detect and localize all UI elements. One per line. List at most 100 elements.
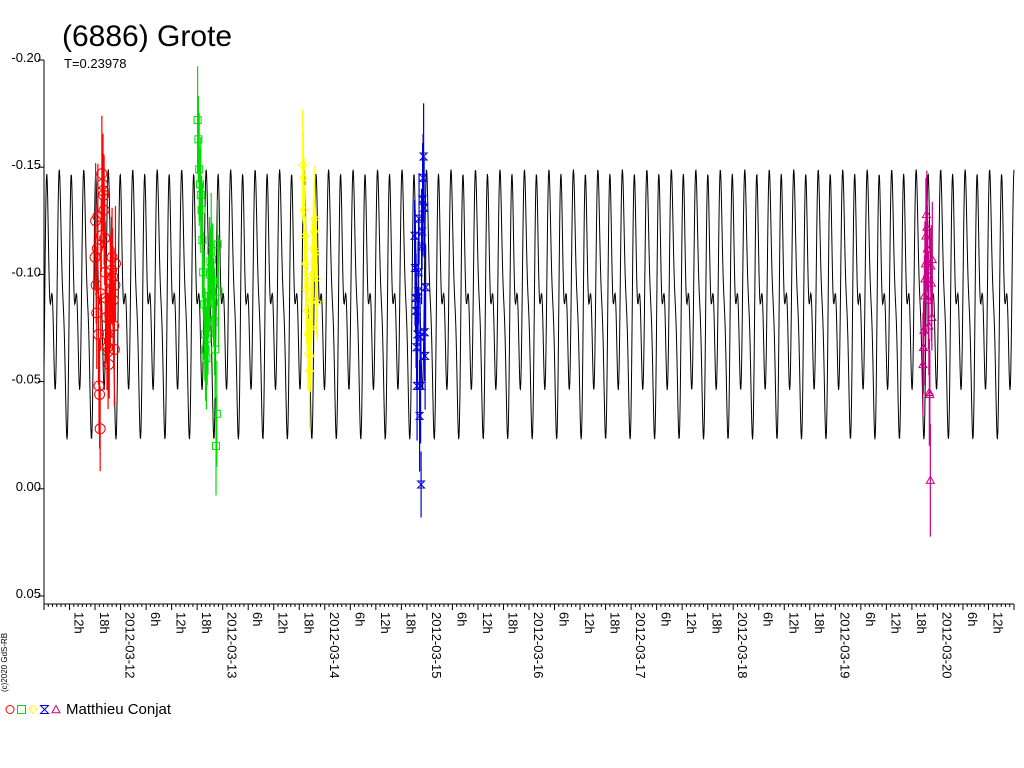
data-point bbox=[311, 273, 322, 284]
data-point bbox=[208, 276, 217, 285]
legend-marker-hourglass bbox=[39, 705, 50, 714]
x-tick-label: 2012-03-14 bbox=[327, 612, 342, 679]
data-point bbox=[306, 323, 316, 333]
x-tick-label: 2012-03-16 bbox=[531, 612, 546, 679]
data-point bbox=[419, 203, 429, 212]
data-point bbox=[108, 343, 120, 355]
x-tick-label: 12h bbox=[378, 612, 393, 634]
series-hourglass bbox=[409, 103, 431, 518]
y-axis: -0.20 -0.15 -0.10 -0.05 0.00 0.05 bbox=[11, 50, 45, 604]
data-point bbox=[194, 135, 203, 144]
data-point bbox=[417, 227, 427, 236]
x-tick-label: 6h bbox=[557, 612, 572, 626]
x-tick-label: 12h bbox=[786, 612, 801, 634]
data-point bbox=[925, 389, 935, 399]
x-tick-label: 18h bbox=[608, 612, 623, 634]
x-tick-label: 6h bbox=[761, 612, 776, 626]
x-tick-label: 18h bbox=[301, 612, 316, 634]
x-tick-label: 2012-03-15 bbox=[429, 612, 444, 679]
x-tick-label: 12h bbox=[888, 612, 903, 634]
data-point bbox=[199, 268, 208, 277]
x-tick-label: 12h bbox=[990, 612, 1005, 634]
data-point bbox=[301, 284, 312, 295]
data-point bbox=[927, 254, 938, 264]
legend-marker-triangle bbox=[51, 704, 61, 714]
data-point bbox=[310, 248, 321, 258]
data-point bbox=[413, 287, 423, 296]
data-point bbox=[213, 240, 222, 249]
data-point bbox=[208, 255, 217, 264]
data-point bbox=[197, 206, 206, 215]
x-tick-label: 12h bbox=[684, 612, 699, 634]
data-point bbox=[414, 214, 424, 223]
data-point bbox=[195, 165, 204, 174]
model-curve-line bbox=[43, 168, 1015, 441]
data-point bbox=[212, 409, 221, 418]
x-tick-label: 12h bbox=[72, 612, 87, 634]
data-point bbox=[201, 345, 210, 354]
data-point bbox=[109, 258, 121, 270]
data-point bbox=[416, 480, 426, 489]
data-point bbox=[299, 205, 309, 215]
data-point bbox=[312, 297, 322, 307]
x-tick-label: 6h bbox=[454, 612, 469, 626]
x-tick-label: 6h bbox=[863, 612, 878, 626]
legend-markers bbox=[5, 704, 61, 715]
x-tick-label: 18h bbox=[97, 612, 112, 634]
data-point bbox=[195, 180, 204, 189]
legend-marker-square bbox=[17, 705, 26, 714]
data-point bbox=[305, 351, 315, 361]
data-point bbox=[211, 345, 220, 354]
data-point bbox=[300, 231, 310, 241]
data-point bbox=[298, 173, 309, 183]
series-triangle bbox=[918, 170, 938, 537]
data-point bbox=[196, 191, 205, 200]
data-points bbox=[89, 66, 938, 537]
data-point bbox=[925, 475, 936, 484]
data-point bbox=[198, 236, 207, 245]
series-square bbox=[193, 66, 223, 496]
data-point bbox=[415, 381, 426, 390]
data-point bbox=[310, 213, 320, 224]
data-point bbox=[418, 152, 429, 161]
data-point bbox=[307, 295, 317, 305]
x-tick-label: 18h bbox=[812, 612, 827, 634]
data-point bbox=[94, 423, 106, 435]
data-point bbox=[304, 366, 315, 376]
x-tick-label: 6h bbox=[148, 612, 163, 626]
x-tick-label: 2012-03-17 bbox=[633, 612, 648, 679]
data-point bbox=[301, 258, 311, 269]
copyright-note: (c)2020 GdS-RB bbox=[0, 633, 9, 692]
data-point bbox=[91, 307, 103, 319]
data-point bbox=[207, 246, 216, 255]
data-point bbox=[926, 312, 937, 321]
x-tick-label: 12h bbox=[480, 612, 495, 634]
x-tick-label: 18h bbox=[505, 612, 520, 634]
x-tick-label: 6h bbox=[659, 612, 674, 626]
series-diamond bbox=[297, 109, 322, 429]
data-point bbox=[409, 231, 420, 240]
x-tick-label: 2012-03-12 bbox=[123, 612, 138, 679]
y-tick-label: -0.05 bbox=[11, 372, 41, 387]
chart-title: (6886) Grote bbox=[62, 20, 232, 53]
data-point bbox=[415, 332, 425, 341]
x-tick-label: 2012-03-20 bbox=[939, 612, 954, 679]
x-tick-label: 12h bbox=[276, 612, 291, 634]
data-point bbox=[302, 306, 312, 316]
x-tick-label: 6h bbox=[352, 612, 367, 626]
x-tick-label: 12h bbox=[582, 612, 597, 634]
model-curve bbox=[43, 168, 1015, 441]
legend-observer: Matthieu Conjat bbox=[66, 701, 172, 718]
x-tick-label: 6h bbox=[250, 612, 265, 626]
data-point bbox=[193, 116, 202, 125]
data-point bbox=[413, 268, 424, 277]
data-point bbox=[420, 283, 431, 292]
x-axis: 12h 18h 2012-03-12 6h 12h 18h 2012-03-13 6h 12h 1… bbox=[43, 603, 1015, 679]
x-tick-label: 6h bbox=[965, 612, 980, 626]
data-point bbox=[410, 293, 421, 302]
chart-subtitle: T=0.23978 bbox=[64, 56, 127, 71]
x-tick-label: 18h bbox=[710, 612, 725, 634]
x-tick-label: 12h bbox=[174, 612, 189, 634]
data-point bbox=[209, 298, 218, 307]
